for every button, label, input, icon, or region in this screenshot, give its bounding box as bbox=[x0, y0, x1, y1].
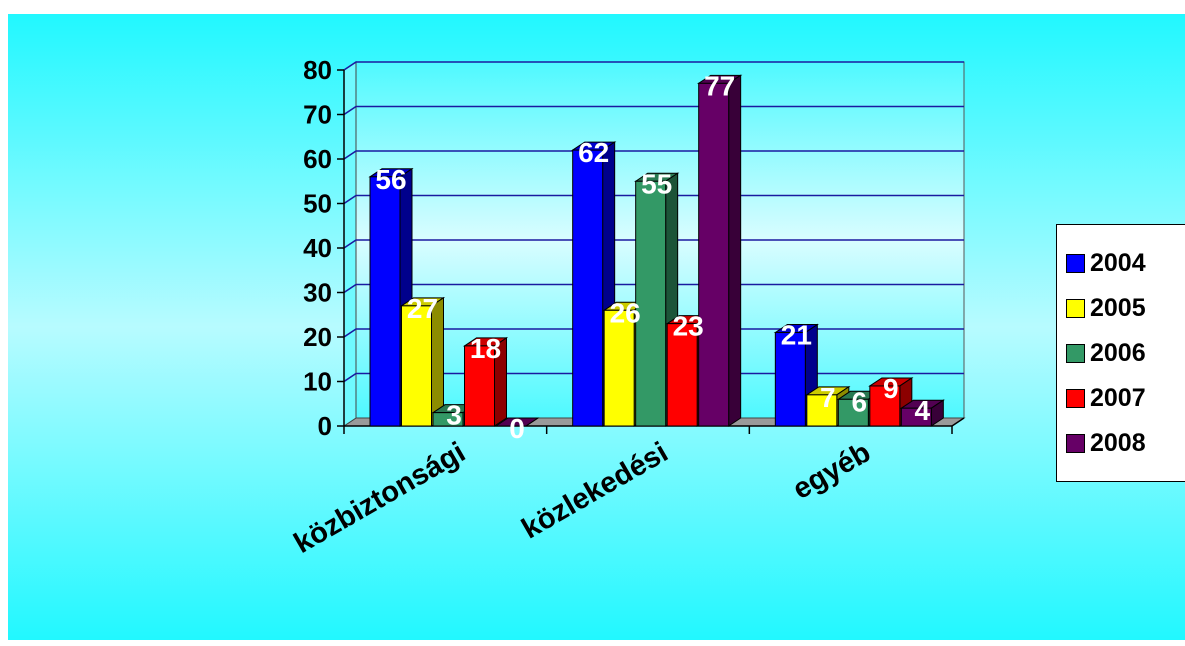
data-label: 7 bbox=[820, 382, 836, 413]
data-label: 27 bbox=[407, 293, 438, 324]
legend-label: 2005 bbox=[1090, 294, 1146, 322]
bar-front bbox=[806, 394, 838, 427]
bar-front bbox=[869, 385, 901, 427]
bar-front bbox=[900, 407, 932, 427]
bar-2008-1 bbox=[697, 74, 743, 427]
y-tick-label: 60 bbox=[303, 144, 332, 174]
y-tick-label: 40 bbox=[303, 233, 332, 263]
data-label: 18 bbox=[470, 333, 501, 364]
legend-swatch bbox=[1066, 344, 1085, 363]
bar-front bbox=[666, 323, 698, 427]
gridline bbox=[343, 328, 964, 338]
bar-2008-0 bbox=[494, 417, 540, 427]
legend-swatch bbox=[1066, 389, 1085, 408]
gridline bbox=[343, 283, 964, 294]
bar-front bbox=[464, 345, 495, 427]
y-tick-label: 50 bbox=[303, 189, 332, 219]
legend-item-2006: 2006 bbox=[1057, 331, 1185, 376]
legend-swatch bbox=[1066, 299, 1085, 318]
bar-front bbox=[603, 309, 635, 427]
y-tick-label: 30 bbox=[303, 278, 332, 308]
gridline bbox=[343, 239, 964, 249]
data-label: 77 bbox=[704, 70, 735, 101]
bar-side bbox=[728, 74, 742, 427]
y-tick-label: 20 bbox=[303, 322, 332, 352]
bar-front bbox=[369, 176, 401, 427]
slide-background: 0 10 20 30 40 50 60 70 80 közbiztonsági közlekedés… bbox=[8, 14, 1185, 640]
legend-label: 2006 bbox=[1090, 339, 1146, 367]
gridline bbox=[343, 150, 964, 160]
y-tick-label: 70 bbox=[303, 100, 332, 130]
data-label: 26 bbox=[610, 297, 641, 328]
data-label: 62 bbox=[578, 137, 609, 168]
legend-swatch bbox=[1066, 254, 1085, 273]
gridline bbox=[343, 61, 964, 71]
legend: 2004 2005 2006 2007 2008 bbox=[1056, 224, 1185, 482]
bar-front bbox=[698, 82, 730, 427]
y-tick-label: 0 bbox=[318, 411, 332, 441]
bar-2005-0 bbox=[399, 296, 446, 427]
bar-front bbox=[635, 180, 667, 427]
legend-label: 2004 bbox=[1090, 249, 1146, 277]
bar-2007-0 bbox=[462, 336, 509, 427]
data-label: 4 bbox=[915, 395, 931, 426]
data-label: 0 bbox=[509, 413, 525, 444]
bar-front bbox=[837, 398, 869, 427]
data-label: 56 bbox=[375, 164, 406, 195]
legend-item-2007: 2007 bbox=[1057, 376, 1185, 421]
bar-front bbox=[401, 305, 432, 427]
category-label: közbiztonsági bbox=[289, 436, 471, 560]
y-tick-label: 10 bbox=[303, 367, 332, 397]
legend-item-2005: 2005 bbox=[1057, 286, 1185, 331]
bar-front bbox=[572, 149, 604, 427]
data-label: 55 bbox=[641, 168, 672, 199]
bar-side bbox=[525, 417, 539, 427]
legend-swatch bbox=[1066, 434, 1085, 453]
data-label: 6 bbox=[852, 386, 868, 417]
data-label: 21 bbox=[781, 320, 812, 351]
data-label: 9 bbox=[883, 373, 899, 404]
gridline bbox=[343, 194, 964, 205]
gridline bbox=[343, 105, 964, 116]
gridline bbox=[343, 372, 964, 383]
bar-2008-2 bbox=[899, 399, 945, 427]
y-tick-label: 80 bbox=[303, 55, 332, 85]
data-label: 3 bbox=[446, 400, 462, 431]
data-label: 23 bbox=[673, 311, 704, 342]
bar-front bbox=[432, 412, 464, 427]
category-label: közlekedési bbox=[516, 436, 673, 545]
legend-label: 2007 bbox=[1090, 384, 1146, 412]
bar-front bbox=[774, 332, 806, 427]
category-label: egyéb bbox=[788, 436, 877, 506]
x-axis-depth bbox=[951, 417, 965, 427]
legend-item-2008: 2008 bbox=[1057, 421, 1185, 466]
legend-label: 2008 bbox=[1090, 429, 1146, 457]
legend-item-2004: 2004 bbox=[1057, 241, 1185, 286]
